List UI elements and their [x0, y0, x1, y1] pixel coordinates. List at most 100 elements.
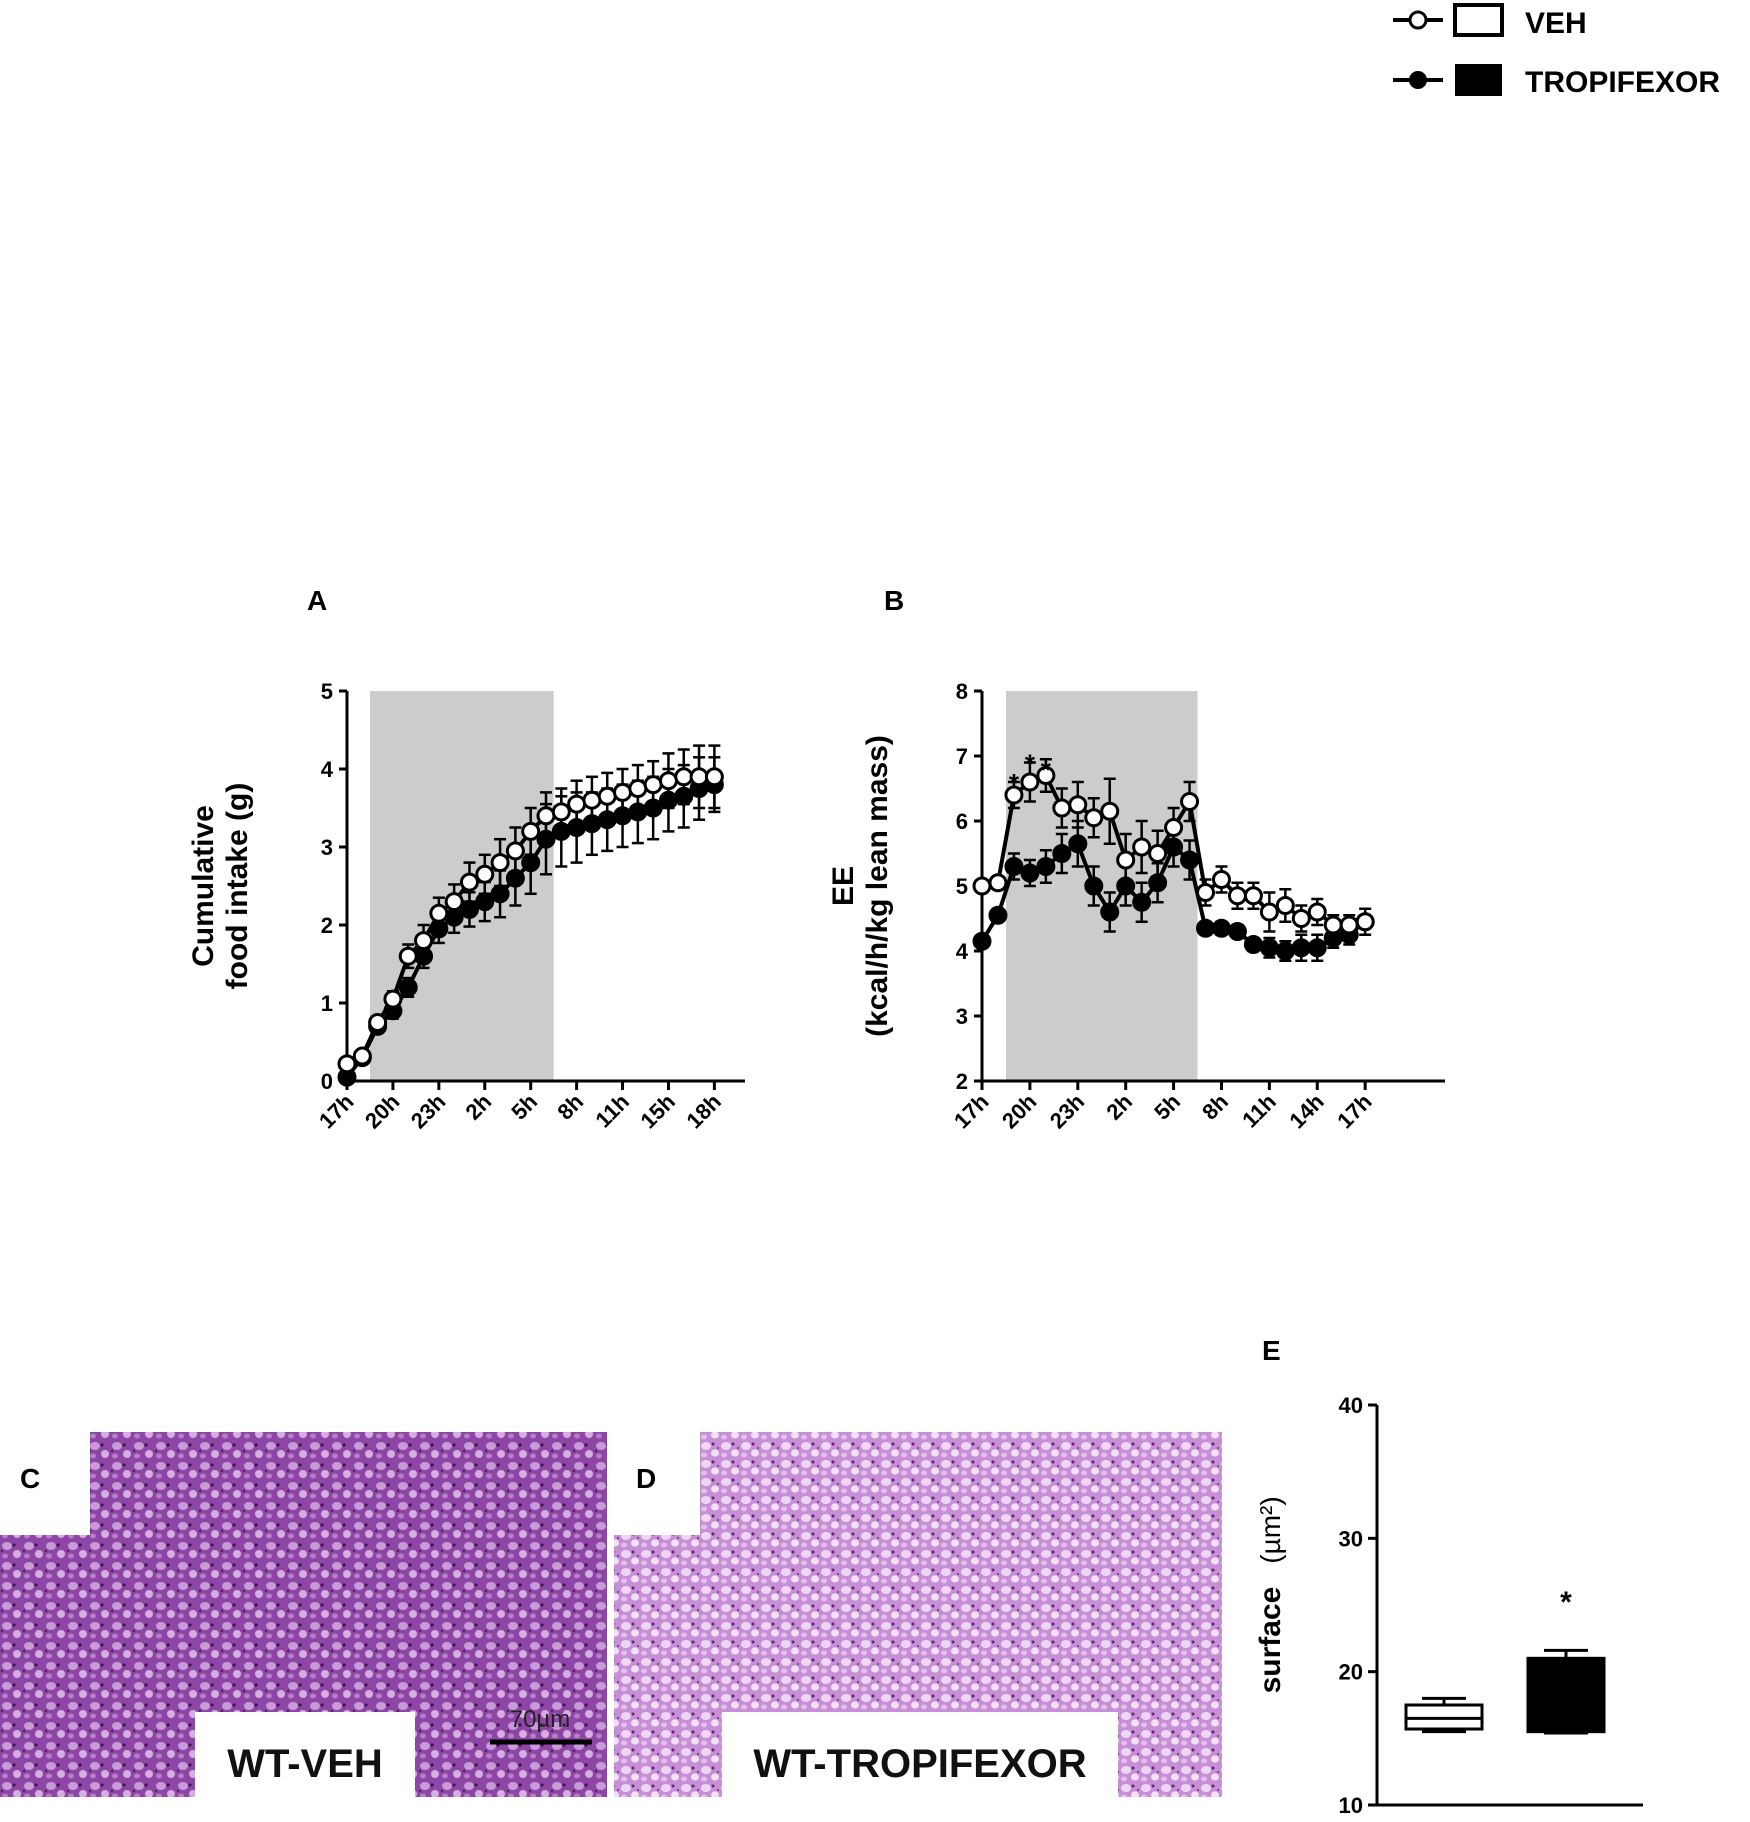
data-point — [597, 786, 617, 806]
data-point — [1243, 935, 1263, 954]
data-point — [1259, 902, 1279, 922]
series-veh — [337, 744, 724, 1074]
data-point — [490, 884, 510, 904]
data-point — [1004, 857, 1024, 876]
data-point — [1148, 844, 1168, 863]
data-point — [444, 892, 464, 912]
y-tick-label: 0 — [321, 1069, 333, 1094]
histology-image-c: WT-VEH 70µm — [0, 1432, 607, 1797]
data-point — [1227, 922, 1247, 941]
data-point — [521, 821, 541, 841]
x-tick-label: 17h — [949, 1089, 993, 1133]
data-point — [704, 767, 724, 787]
data-point — [475, 892, 495, 912]
data-point — [1275, 941, 1295, 961]
data-point — [490, 853, 510, 873]
y-tick-label: 3 — [321, 835, 333, 860]
data-point — [1068, 834, 1088, 854]
y-tick-label: 6 — [956, 809, 968, 834]
legend-veh-label: VEH — [1525, 7, 1587, 40]
y-tick-label: 10 — [1339, 1793, 1363, 1818]
significance-star: * — [1025, 749, 1036, 779]
data-point — [1132, 892, 1152, 912]
data-point — [643, 775, 663, 795]
scale-bar-label: 70µm — [510, 1706, 571, 1733]
data-point — [459, 899, 479, 919]
x-tick-label: 17h — [314, 1089, 358, 1133]
data-point — [1084, 808, 1104, 828]
data-point — [1307, 938, 1327, 958]
data-point — [521, 853, 541, 873]
data-point — [582, 790, 602, 810]
y-axis-label: food intake (g) — [221, 783, 254, 990]
data-point — [1307, 902, 1327, 922]
data-point — [689, 767, 709, 787]
x-tick-label: 15h — [636, 1089, 680, 1133]
x-tick-label: 11h — [1237, 1089, 1281, 1133]
series-tropifexor — [972, 819, 1375, 962]
y-tick-label: 2 — [956, 1069, 968, 1094]
data-point — [1196, 883, 1216, 902]
data-point — [1291, 938, 1311, 958]
data-point — [429, 903, 449, 923]
y-tick-label: 5 — [956, 874, 968, 899]
panel-label-a: A — [307, 585, 327, 616]
data-point — [1084, 876, 1104, 896]
box — [1526, 1656, 1606, 1734]
data-point — [674, 767, 694, 787]
x-tick-label: 20h — [997, 1089, 1041, 1133]
legend-tropifexor-marker-icon — [1409, 71, 1427, 89]
y-axis-label: surface — [1254, 1587, 1287, 1694]
x-tick-label: 5h — [1149, 1089, 1185, 1125]
legend-veh-box-icon — [1453, 3, 1504, 37]
chart-e: 10 20 30 40 surface (µm²) * — [1254, 1393, 1643, 1818]
data-point — [459, 872, 479, 892]
significance-star: * — [1009, 768, 1020, 798]
y-tick-label: 20 — [1339, 1660, 1363, 1685]
data-point — [1291, 909, 1311, 928]
box-tropifexor — [1526, 1648, 1606, 1735]
data-point — [398, 946, 418, 966]
panel-label-b: B — [884, 585, 904, 616]
data-point — [1132, 837, 1152, 857]
x-tick-label: 2h — [1101, 1089, 1137, 1125]
data-point — [1227, 886, 1247, 906]
data-point — [988, 905, 1008, 925]
data-point — [1052, 844, 1072, 863]
panel-label-e: E — [1262, 1335, 1281, 1366]
data-point — [1243, 886, 1263, 906]
legend-tropifexor-label: TROPIFEXOR — [1525, 66, 1720, 99]
y-axis-unit: (µm²) — [1255, 1496, 1286, 1563]
data-point — [658, 771, 678, 791]
data-point — [972, 876, 992, 896]
y-tick-label: 7 — [956, 744, 968, 769]
y-tick-label: 3 — [956, 1004, 968, 1029]
y-tick-label: 4 — [956, 939, 969, 964]
data-point — [567, 794, 587, 814]
box-veh — [1404, 1696, 1484, 1734]
x-tick-label: 17h — [1332, 1089, 1376, 1133]
y-tick-label: 4 — [321, 757, 334, 782]
data-point — [1100, 801, 1120, 821]
data-point — [1020, 772, 1040, 792]
data-point — [1052, 798, 1072, 818]
data-point — [1164, 818, 1184, 837]
histology-image-d: WT-TROPIFEXOR — [614, 1432, 1222, 1797]
data-point — [1259, 938, 1279, 958]
data-point — [1355, 912, 1375, 932]
data-point — [1116, 850, 1136, 870]
data-point — [1068, 795, 1088, 815]
data-point — [1211, 870, 1231, 889]
legend: VEH TROPIFEXOR — [1393, 3, 1720, 99]
y-tick-label: 2 — [321, 913, 333, 938]
chart-a: 0 1 2 3 4 5 17h 20h 23h 2h 5h 8h 11h 15h 18h Cumulative… — [187, 679, 745, 1133]
x-tick-label: 23h — [406, 1089, 450, 1133]
significance-star: * — [1560, 1586, 1572, 1619]
data-point — [613, 782, 633, 802]
data-point — [1036, 766, 1056, 785]
data-point — [1180, 850, 1200, 870]
panel-label-d: D — [636, 1463, 656, 1494]
x-tick-label: 2h — [460, 1089, 496, 1125]
y-tick-label: 5 — [321, 679, 333, 704]
